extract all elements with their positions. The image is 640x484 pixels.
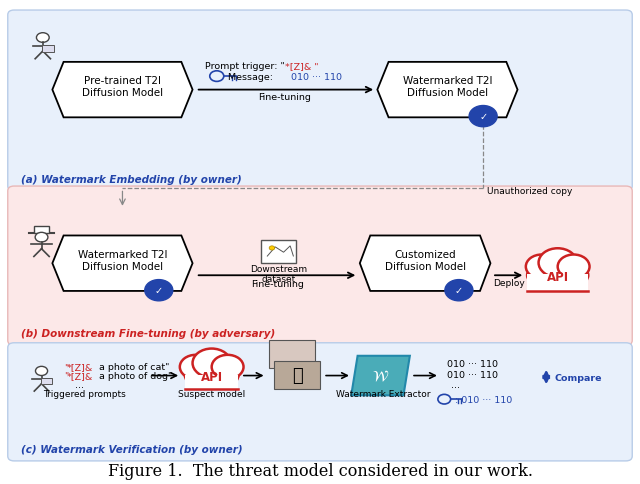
FancyBboxPatch shape [274, 361, 320, 389]
Text: ": " [64, 371, 68, 380]
Text: 010 ··· 110: 010 ··· 110 [291, 73, 342, 81]
Circle shape [469, 106, 497, 127]
Text: (a) Watermark Embedding (by owner): (a) Watermark Embedding (by owner) [20, 174, 241, 184]
Text: Downstream
dataset: Downstream dataset [250, 264, 307, 284]
Text: ...: ... [451, 379, 460, 390]
Circle shape [36, 33, 49, 43]
Text: (c) Watermark Verification (by owner): (c) Watermark Verification (by owner) [20, 444, 242, 454]
Ellipse shape [185, 363, 239, 389]
Text: Fine-tuning: Fine-tuning [251, 280, 304, 289]
Polygon shape [351, 356, 410, 395]
Text: Figure 1.  The threat model considered in our work.: Figure 1. The threat model considered in… [108, 462, 532, 479]
Text: Message:: Message: [228, 73, 276, 81]
Text: ...: ... [75, 379, 84, 390]
Circle shape [539, 249, 577, 278]
Text: Unauthorized copy: Unauthorized copy [487, 187, 572, 196]
Text: 🐕: 🐕 [292, 366, 303, 384]
FancyBboxPatch shape [42, 46, 54, 52]
Text: 010 ··· 110: 010 ··· 110 [447, 360, 499, 369]
Text: ✓: ✓ [155, 286, 163, 296]
Polygon shape [52, 63, 193, 118]
FancyBboxPatch shape [8, 343, 632, 461]
Text: Watermarked T2I
Diffusion Model: Watermarked T2I Diffusion Model [403, 76, 492, 98]
Circle shape [35, 366, 47, 376]
Polygon shape [52, 236, 193, 291]
Text: Watermarked T2I
Diffusion Model: Watermarked T2I Diffusion Model [77, 250, 167, 271]
Circle shape [180, 355, 212, 379]
Text: API: API [200, 370, 223, 383]
Text: ": " [64, 363, 68, 372]
Text: a photo of cat": a photo of cat" [96, 363, 169, 372]
Text: a photo of dog": a photo of dog" [96, 371, 172, 380]
Text: (b) Downstream Fine-tuning (by adversary): (b) Downstream Fine-tuning (by adversary… [20, 328, 275, 338]
Text: 010 ··· 110: 010 ··· 110 [447, 370, 499, 379]
Polygon shape [360, 236, 490, 291]
FancyBboxPatch shape [185, 375, 239, 391]
Text: *[Z]&: *[Z]& [67, 371, 93, 380]
Text: Prompt trigger: ": Prompt trigger: " [205, 62, 285, 71]
FancyBboxPatch shape [8, 11, 632, 192]
Circle shape [526, 255, 557, 279]
Text: Deploy: Deploy [493, 278, 525, 287]
FancyBboxPatch shape [260, 240, 296, 263]
Text: API: API [547, 270, 569, 283]
Text: *[Z]& ": *[Z]& " [285, 62, 319, 71]
Text: ✓: ✓ [479, 112, 487, 122]
Circle shape [35, 233, 48, 242]
FancyBboxPatch shape [8, 187, 632, 346]
Circle shape [212, 355, 244, 379]
FancyBboxPatch shape [269, 340, 315, 368]
Text: Compare: Compare [554, 373, 602, 382]
FancyBboxPatch shape [527, 275, 588, 292]
Circle shape [269, 246, 275, 251]
Circle shape [145, 280, 173, 301]
Ellipse shape [527, 261, 588, 290]
Text: Customized
Diffusion Model: Customized Diffusion Model [385, 250, 466, 271]
Text: : 010 ··· 110: : 010 ··· 110 [455, 395, 513, 404]
Text: $\mathcal{W}$: $\mathcal{W}$ [372, 368, 389, 383]
Circle shape [557, 255, 589, 279]
Text: Fine-tuning: Fine-tuning [259, 93, 312, 102]
Text: Pre-trained T2I
Diffusion Model: Pre-trained T2I Diffusion Model [82, 76, 163, 98]
Circle shape [445, 280, 473, 301]
Text: ✓: ✓ [455, 286, 463, 296]
Circle shape [193, 349, 231, 378]
Text: Triggered prompts: Triggered prompts [43, 389, 125, 398]
Text: *[Z]&: *[Z]& [67, 363, 93, 372]
Text: Watermark Extractor: Watermark Extractor [337, 389, 431, 398]
FancyBboxPatch shape [41, 378, 52, 385]
Polygon shape [378, 63, 518, 118]
FancyBboxPatch shape [35, 226, 49, 234]
Text: Suspect model: Suspect model [178, 389, 245, 398]
